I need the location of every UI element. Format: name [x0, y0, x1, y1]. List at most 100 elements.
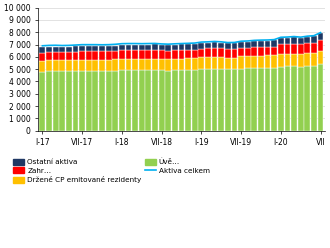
- Bar: [146, 70, 151, 131]
- Bar: [212, 68, 217, 131]
- Bar: [192, 50, 198, 58]
- Bar: [304, 53, 310, 66]
- Bar: [238, 57, 244, 68]
- Bar: [198, 57, 204, 69]
- Bar: [132, 50, 138, 59]
- Bar: [311, 53, 317, 66]
- Bar: [119, 70, 125, 131]
- Bar: [126, 70, 131, 131]
- Bar: [40, 61, 45, 72]
- Bar: [245, 68, 250, 131]
- Bar: [238, 68, 244, 131]
- Bar: [284, 54, 290, 66]
- Bar: [152, 70, 158, 131]
- Bar: [59, 47, 65, 52]
- Bar: [238, 42, 244, 48]
- Bar: [99, 60, 105, 71]
- Bar: [278, 44, 284, 54]
- Bar: [271, 40, 277, 47]
- Bar: [218, 69, 224, 131]
- Bar: [218, 57, 224, 69]
- Bar: [40, 72, 45, 131]
- Bar: [53, 71, 58, 131]
- Bar: [198, 69, 204, 131]
- Bar: [284, 44, 290, 54]
- Bar: [258, 68, 264, 131]
- Bar: [165, 45, 171, 51]
- Bar: [198, 49, 204, 57]
- Bar: [132, 45, 138, 50]
- Bar: [225, 58, 231, 69]
- Bar: [152, 59, 158, 70]
- Bar: [146, 50, 151, 59]
- Bar: [119, 45, 125, 50]
- Bar: [317, 40, 323, 51]
- Bar: [126, 59, 131, 70]
- Bar: [66, 52, 72, 60]
- Bar: [139, 45, 145, 50]
- Bar: [265, 47, 271, 56]
- Bar: [238, 48, 244, 57]
- Bar: [265, 41, 271, 47]
- Bar: [132, 70, 138, 131]
- Bar: [271, 47, 277, 55]
- Bar: [73, 52, 79, 60]
- Bar: [53, 60, 58, 71]
- Bar: [46, 47, 52, 52]
- Bar: [46, 52, 52, 60]
- Bar: [225, 49, 231, 58]
- Bar: [92, 46, 98, 51]
- Bar: [291, 66, 297, 131]
- Bar: [40, 47, 45, 53]
- Bar: [185, 44, 191, 50]
- Bar: [192, 70, 198, 131]
- Bar: [317, 51, 323, 64]
- Bar: [212, 42, 217, 48]
- Bar: [258, 41, 264, 47]
- Bar: [304, 37, 310, 43]
- Bar: [112, 60, 118, 71]
- Bar: [112, 51, 118, 60]
- Bar: [172, 70, 178, 131]
- Bar: [66, 47, 72, 52]
- Bar: [298, 44, 304, 54]
- Bar: [304, 66, 310, 131]
- Bar: [284, 38, 290, 44]
- Bar: [291, 37, 297, 44]
- Bar: [159, 70, 165, 131]
- Bar: [232, 58, 237, 69]
- Bar: [304, 43, 310, 53]
- Bar: [179, 44, 184, 50]
- Bar: [73, 71, 79, 131]
- Bar: [317, 64, 323, 131]
- Bar: [271, 55, 277, 68]
- Bar: [92, 51, 98, 60]
- Bar: [298, 38, 304, 44]
- Bar: [258, 47, 264, 56]
- Bar: [106, 71, 112, 131]
- Bar: [79, 51, 85, 60]
- Bar: [99, 51, 105, 60]
- Bar: [225, 69, 231, 131]
- Bar: [245, 56, 250, 68]
- Bar: [251, 47, 257, 56]
- Bar: [165, 51, 171, 59]
- Bar: [53, 52, 58, 60]
- Bar: [92, 60, 98, 71]
- Bar: [165, 59, 171, 71]
- Bar: [278, 54, 284, 67]
- Bar: [271, 68, 277, 131]
- Legend: Ostatní aktiva, Zahr…, Držené CP emitované rezidenty, Úvě…, Aktiva celkem: Ostatní aktiva, Zahr…, Držené CP emitova…: [14, 159, 210, 183]
- Bar: [106, 60, 112, 71]
- Bar: [317, 33, 323, 40]
- Bar: [311, 43, 317, 53]
- Bar: [73, 60, 79, 71]
- Bar: [106, 51, 112, 60]
- Bar: [86, 60, 92, 71]
- Bar: [66, 60, 72, 71]
- Bar: [311, 66, 317, 131]
- Bar: [79, 46, 85, 51]
- Bar: [79, 71, 85, 131]
- Bar: [92, 71, 98, 131]
- Bar: [291, 54, 297, 66]
